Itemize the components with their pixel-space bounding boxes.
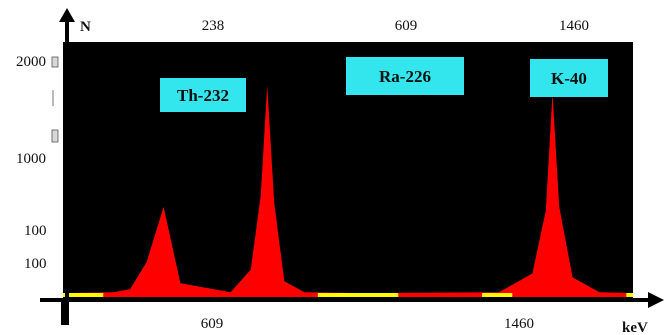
y-axis-arrow	[59, 8, 75, 22]
baseline-marker-1	[317, 293, 399, 297]
baseline-marker-0	[63, 293, 104, 297]
x-axis-arrow	[648, 292, 664, 308]
y-tick-label-0: 2000	[16, 54, 46, 70]
baseline-marker-3	[626, 293, 633, 297]
bottom-tick-label-0: 609	[201, 316, 224, 332]
top-tick-label-0: 238	[202, 18, 225, 34]
y-tick-label-3: 100	[24, 256, 47, 272]
y-axis-title: N	[80, 19, 91, 35]
peak-label-box-1	[346, 57, 464, 95]
top-tick-label-2: 1460	[559, 18, 589, 34]
bottom-tick-label-1: 1460	[504, 316, 534, 332]
peak-label-0: Th-232	[177, 86, 229, 105]
y-tick-mark-1	[51, 129, 59, 143]
x-axis-title: keV	[622, 320, 648, 335]
y-tick-mark-0	[51, 56, 59, 68]
peak-label-1: Ra-226	[379, 67, 431, 86]
peak-labels: Th-232 Ra-226 K-40	[160, 57, 608, 112]
peak-label-2: K-40	[551, 69, 587, 88]
y-tick-label-1: 1000	[16, 151, 46, 167]
top-tick-label-1: 609	[395, 18, 418, 34]
baseline-marker-2	[482, 293, 513, 297]
y-tick-label-2: 100	[24, 223, 47, 239]
peak-label-box-2	[530, 59, 608, 97]
peak-label-box-0	[160, 78, 246, 112]
baseline-markers	[63, 293, 633, 297]
